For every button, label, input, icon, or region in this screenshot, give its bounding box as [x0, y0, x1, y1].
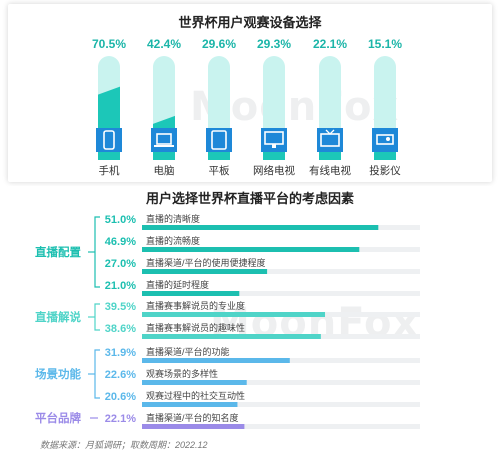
factor-item-label: 直播渠道/平台的知名度	[146, 412, 239, 423]
factor-chart-title: 用户选择世界杯直播平台的考虑因素	[145, 191, 354, 206]
laptop-icon-base	[154, 145, 174, 147]
device-icon-group	[96, 128, 122, 152]
factor-bar-track	[142, 269, 420, 274]
factor-value-label: 51.0%	[105, 214, 136, 226]
device-value-label: 29.6%	[202, 37, 236, 51]
group-label: 场景功能	[35, 367, 81, 381]
factor-value-label: 22.6%	[105, 369, 136, 381]
group-label: 平台品牌	[35, 411, 81, 425]
device-chart-title: 世界杯用户观赛设备选择	[178, 15, 322, 30]
device-icon-bg	[96, 128, 122, 152]
factor-value-label: 22.1%	[105, 413, 136, 425]
factor-bar	[142, 312, 326, 317]
factor-value-label: 46.9%	[105, 236, 136, 248]
device-category-label: 手机	[99, 164, 120, 177]
device-category-label: 平板	[209, 164, 230, 177]
group-label: 直播配置	[35, 245, 81, 259]
tv-icon-antenna	[325, 129, 335, 135]
factor-bar	[142, 269, 268, 274]
factor-item-label: 观赛场景的多样性	[146, 368, 218, 379]
laptop-icon	[156, 133, 172, 145]
factor-bar	[142, 334, 321, 339]
factor-item-label: 直播渠道/平台的功能	[146, 346, 230, 357]
factor-value-label: 27.0%	[105, 258, 136, 270]
device-category-label: 网络电视	[253, 164, 295, 177]
device-icon-group	[261, 128, 287, 152]
group-bracket	[94, 216, 100, 288]
factor-value-label: 38.6%	[105, 323, 136, 335]
factor-value-label: 21.0%	[105, 280, 136, 292]
device-value-label: 42.4%	[147, 37, 181, 51]
factor-item-label: 直播的清晰度	[146, 213, 200, 224]
group-bracket	[94, 349, 100, 399]
device-category-label: 有线电视	[309, 164, 351, 177]
factor-bar	[142, 247, 360, 252]
factor-bar-chart: 直播配置 51.0% 直播的清晰度 46.9% 直播的流畅度 27.0% 直播渠道/平台的使…	[35, 213, 420, 429]
factor-bar	[142, 225, 379, 230]
device-icon-bg	[206, 128, 232, 152]
factor-bar-track	[142, 424, 420, 429]
factor-bar-track	[142, 380, 420, 385]
device-icon-group	[206, 128, 232, 152]
tablet-icon	[211, 130, 227, 150]
group-label: 直播解说	[35, 310, 81, 324]
factor-item-label: 直播渠道/平台的使用便捷程度	[146, 257, 266, 268]
device-chart-card	[8, 4, 492, 182]
monitor-icon-stand	[272, 144, 276, 148]
factor-item-label: 直播的延时程度	[146, 279, 209, 290]
factor-value-label: 31.9%	[105, 347, 136, 359]
device-value-label: 29.3%	[257, 37, 291, 51]
device-value-label: 15.1%	[368, 37, 402, 51]
factor-bar-track	[142, 402, 420, 407]
factor-bar	[142, 380, 247, 385]
factor-item-label: 观赛过程中的社交互动性	[146, 390, 245, 401]
device-icon-group	[372, 128, 398, 152]
data-source-note: 数据来源：月狐调研；取数周期：2022.12	[40, 440, 208, 450]
device-icon-bg	[151, 128, 177, 152]
device-bar-chart: 70.5% 手机 42.4% 电脑 29.6% 平板 29.3% 网络电视 22.1% 有线电视 1…	[92, 37, 402, 177]
device-icon-group	[317, 128, 343, 152]
projector-icon-lens	[386, 137, 390, 141]
device-icon-bg	[372, 128, 398, 152]
phone-icon	[103, 130, 115, 150]
projector-icon	[376, 134, 394, 145]
factor-value-label: 39.5%	[105, 301, 136, 313]
device-category-label: 投影仪	[369, 164, 401, 177]
factor-item-label: 直播赛事解说员的专业度	[146, 300, 245, 311]
group-bracket	[94, 303, 100, 331]
device-value-label: 70.5%	[92, 37, 126, 51]
factor-bar	[142, 402, 238, 407]
device-icon-group	[151, 128, 177, 152]
device-category-label: 电脑	[154, 164, 175, 177]
factor-item-label: 直播的流畅度	[146, 235, 200, 246]
factor-bar	[142, 424, 245, 429]
device-value-label: 22.1%	[313, 37, 347, 51]
factor-item-label: 直播赛事解说员的趣味性	[146, 322, 245, 333]
factor-bar	[142, 291, 240, 296]
factor-bar-track	[142, 291, 420, 296]
factor-value-label: 20.6%	[105, 391, 136, 403]
factor-bar	[142, 358, 290, 363]
